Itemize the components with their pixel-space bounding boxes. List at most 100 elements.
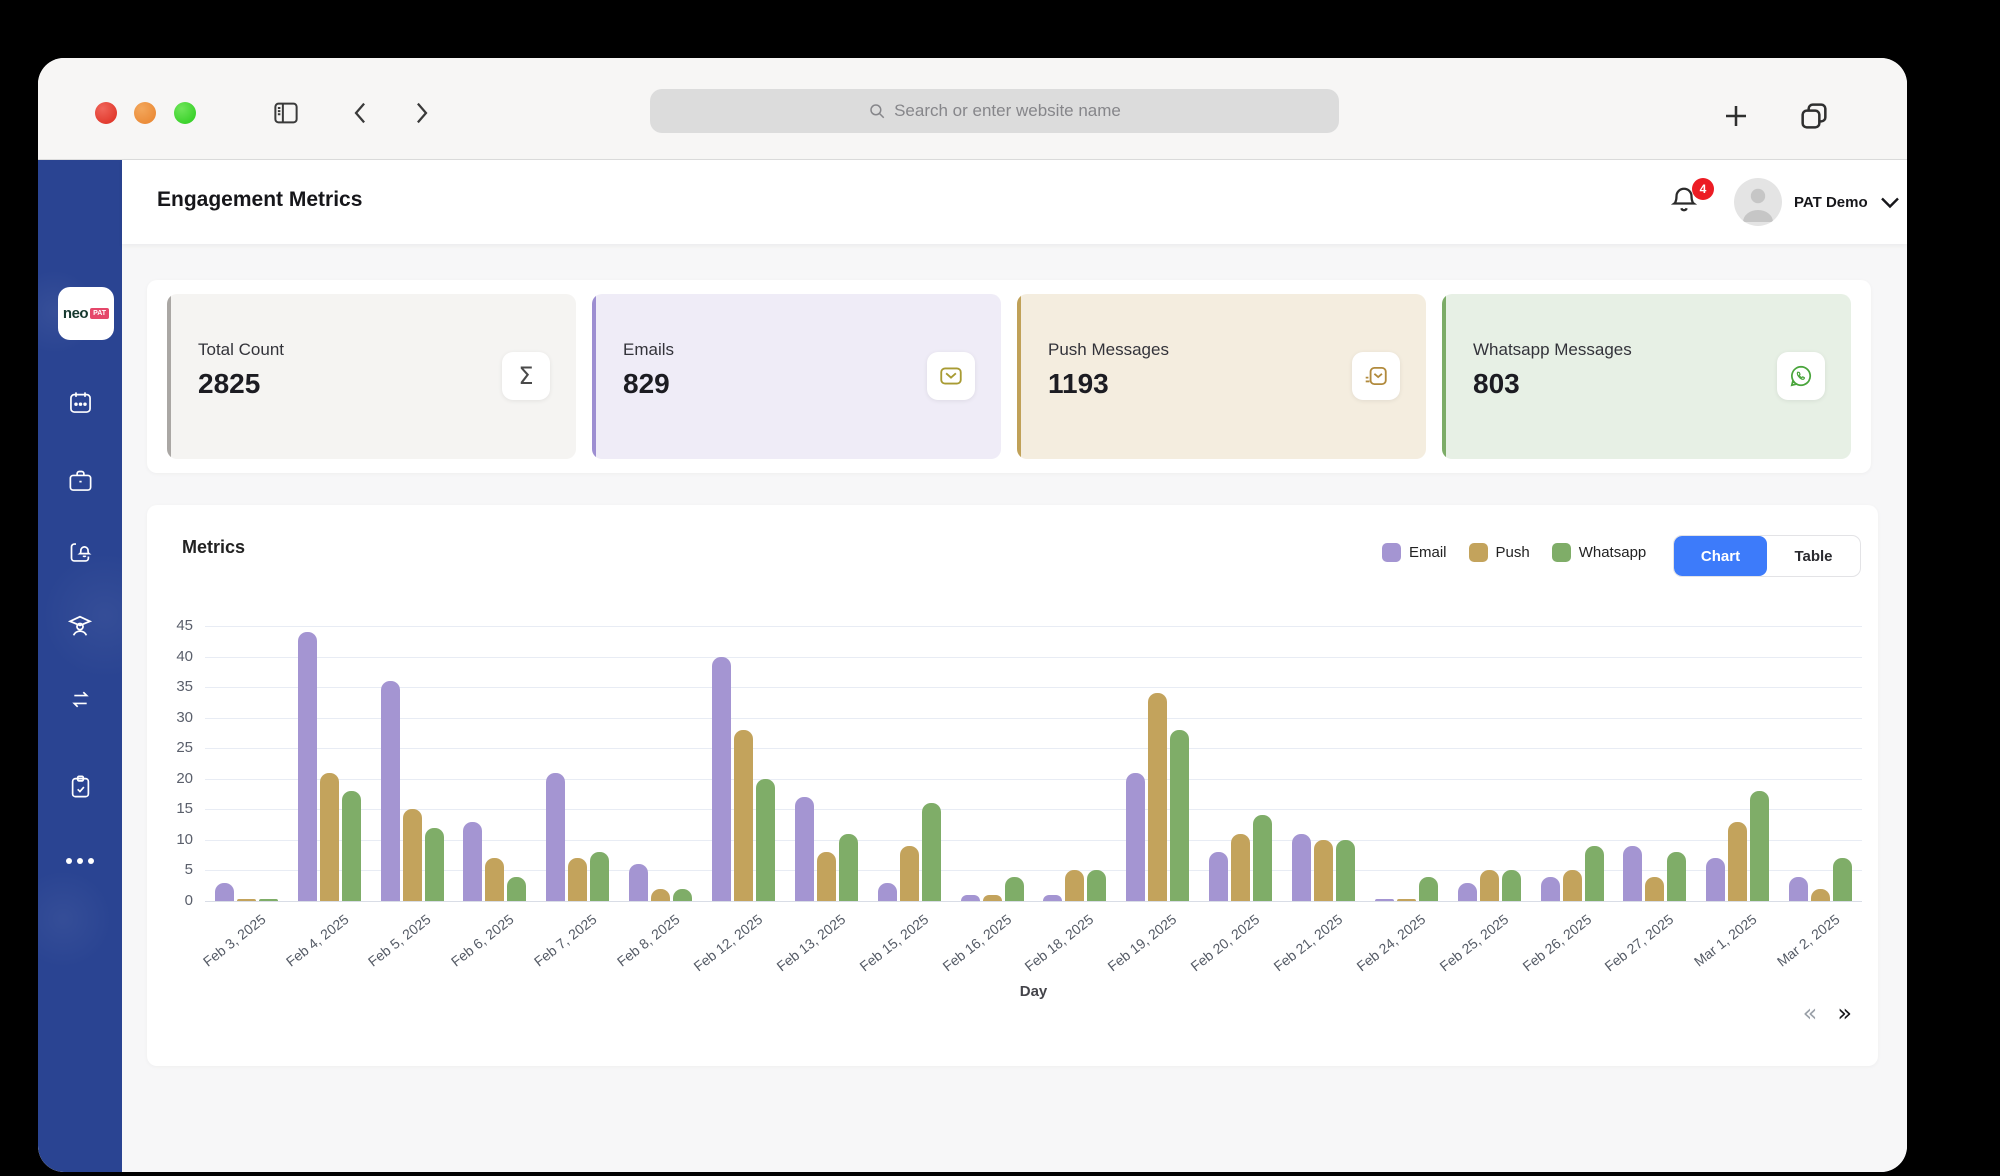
legend-item-email[interactable]: Email (1382, 543, 1447, 562)
minimize-window-button[interactable] (134, 102, 156, 124)
bar-group (1696, 626, 1779, 901)
legend-label: Push (1495, 544, 1530, 561)
bar-group (1034, 626, 1117, 901)
tab-overview-icon[interactable] (1798, 100, 1830, 132)
metrics-title: Metrics (182, 537, 246, 557)
x-axis-label: Feb 24, 2025 (1353, 911, 1429, 975)
bar-push (651, 888, 671, 901)
user-name: PAT Demo (1794, 193, 1868, 211)
x-axis-label: Feb 25, 2025 (1436, 911, 1512, 975)
legend-swatch-whatsapp (1551, 543, 1571, 562)
sidebar-item-tasks[interactable] (65, 771, 95, 801)
bar-email (1623, 846, 1643, 901)
bar-email (380, 681, 400, 901)
x-axis-label: Feb 7, 2025 (530, 911, 600, 970)
bar-whatsapp (1667, 852, 1687, 901)
bar-whatsapp (1833, 858, 1853, 901)
bar-push (1396, 899, 1416, 901)
bar-group (288, 626, 371, 901)
bar-group (1199, 626, 1282, 901)
legend-label: Email (1409, 544, 1447, 561)
card-accent (1017, 294, 1021, 459)
bar-chart: 0 5 10 15 20 25 30 35 40 45 Feb 3, 2025 Feb 4, 2025… (176, 617, 1862, 974)
bar-group (1531, 626, 1614, 901)
bar-whatsapp (1501, 870, 1521, 901)
bar-push (982, 894, 1002, 901)
x-axis-label: Feb 12, 2025 (690, 911, 766, 975)
card-value: 829 (623, 368, 670, 399)
bar-email (546, 772, 566, 901)
sidebar-item-work[interactable] (65, 465, 95, 495)
next-page-arrow[interactable]: » (1837, 999, 1852, 1027)
app-logo[interactable]: neo PAT (58, 287, 114, 340)
y-axis-tick: 40 (176, 647, 193, 665)
x-axis-title: Day (1019, 983, 1048, 1000)
bar-push (402, 809, 422, 901)
new-tab-icon[interactable] (1720, 100, 1752, 132)
gridline (205, 839, 1862, 841)
y-axis-tick: 0 (184, 892, 193, 909)
sidebar-toggle-icon[interactable] (271, 98, 301, 128)
bar-whatsapp (1750, 791, 1770, 901)
card-value: 803 (1473, 368, 1520, 399)
bar-push (568, 858, 588, 901)
bar-whatsapp (756, 778, 776, 901)
x-axis-label: Feb 16, 2025 (939, 911, 1014, 975)
bar-email (1126, 772, 1146, 901)
card-accent (167, 294, 171, 459)
gridline (205, 778, 1862, 780)
y-axis-tick: 15 (176, 800, 193, 818)
sidebar-item-calendar[interactable] (65, 387, 95, 417)
sidebar-item-more[interactable] (65, 846, 95, 876)
chevron-down-icon (1880, 196, 1900, 209)
forward-icon[interactable] (406, 98, 436, 128)
x-axis-label: Feb 6, 2025 (448, 911, 517, 970)
bar-email (1209, 852, 1229, 901)
legend-swatch-push (1468, 543, 1488, 562)
x-axis-label: Feb 13, 2025 (773, 911, 849, 975)
bar-whatsapp (1253, 815, 1273, 901)
gridline (205, 870, 1862, 872)
bar-whatsapp (1584, 846, 1604, 901)
bar-group (1365, 626, 1448, 901)
bar-group (1448, 626, 1531, 901)
zoom-window-button[interactable] (174, 102, 196, 124)
bar-email (960, 894, 980, 901)
bar-email (794, 797, 814, 901)
previous-page-arrow[interactable]: « (1802, 999, 1818, 1027)
bar-group (702, 626, 785, 901)
card-accent (1442, 294, 1446, 459)
notifications-button[interactable]: 4 (1666, 178, 1714, 226)
bar-push (734, 729, 754, 901)
sidebar-item-notifications[interactable] (65, 537, 95, 567)
sidebar-item-students[interactable] (65, 611, 95, 641)
app-header: Engagement Metrics 4 PAT Demo (122, 160, 1907, 244)
bar-email (1540, 876, 1560, 901)
toggle-table-button[interactable]: Table (1794, 547, 1833, 565)
legend-item-whatsapp[interactable]: Whatsapp (1551, 543, 1646, 562)
search-placeholder: Search or enter website name (894, 101, 1121, 120)
x-axis-label: Feb 3, 2025 (199, 911, 269, 970)
bar-whatsapp (258, 899, 278, 901)
bar-group (1613, 626, 1696, 901)
bar-push (1562, 870, 1582, 901)
bar-group (951, 626, 1034, 901)
envelope-icon (927, 352, 975, 400)
bar-group (371, 626, 454, 901)
bar-whatsapp (507, 876, 527, 901)
user-menu[interactable]: PAT Demo (1734, 176, 1900, 228)
stat-cards-panel: Total Count 2825 Σ Emails 829 Push Messa… (147, 280, 1871, 473)
ellipsis-icon (66, 858, 94, 864)
y-axis-tick: 30 (176, 708, 193, 726)
close-window-button[interactable] (95, 102, 117, 124)
x-axis-label: Feb 19, 2025 (1104, 911, 1180, 975)
legend-item-push[interactable]: Push (1468, 543, 1530, 562)
address-search-input[interactable]: Search or enter website name (650, 89, 1339, 133)
bar-push (1645, 876, 1665, 901)
toggle-chart-button[interactable]: Chart (1674, 536, 1767, 576)
bar-whatsapp (1170, 729, 1190, 901)
gridline (205, 687, 1862, 689)
card-label: Total Count (198, 340, 284, 359)
back-icon[interactable] (346, 98, 376, 128)
sidebar-item-transactions[interactable] (65, 684, 95, 714)
